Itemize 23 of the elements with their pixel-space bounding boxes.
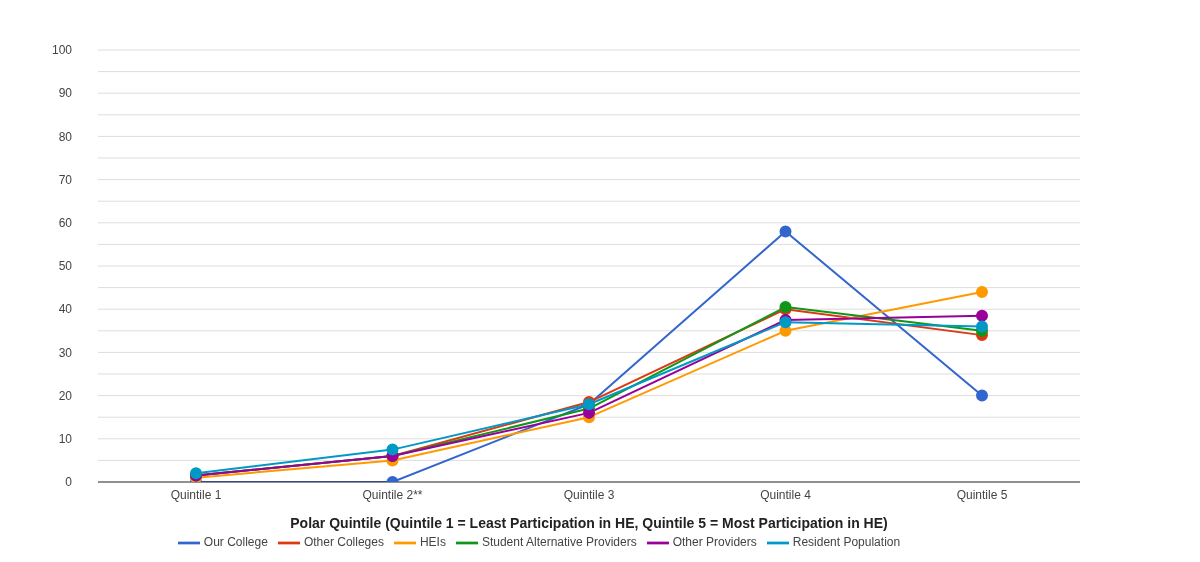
- x-tick-label: Quintile 5: [956, 487, 1008, 502]
- x-tick-label: Quintile 2**: [362, 487, 423, 502]
- legend-label: Student Alternative Providers: [481, 535, 637, 550]
- y-tick-label: 100: [51, 43, 73, 58]
- y-tick-label: 50: [58, 259, 73, 274]
- legend-label: Other Colleges: [303, 535, 384, 550]
- y-tick-label: 80: [58, 129, 73, 144]
- x-tick-label: Quintile 3: [563, 487, 615, 502]
- y-tick-label: 10: [58, 432, 73, 447]
- legend-label: Resident Population: [792, 535, 901, 550]
- x-axis-title: Polar Quintile (Quintile 1 = Least Participation in HE, Quintile 5 = Most Participation in HE): [290, 515, 888, 531]
- legend-label: Our College: [203, 535, 268, 550]
- y-tick-label: 30: [58, 345, 73, 360]
- y-tick-label: 40: [58, 302, 73, 317]
- legend-label: Other Providers: [672, 535, 757, 550]
- x-tick-label: Quintile 1: [170, 487, 222, 502]
- y-tick-label: 0: [65, 475, 73, 490]
- y-tick-label: 20: [58, 388, 73, 403]
- x-tick-label: Quintile 4: [760, 487, 812, 502]
- legend-label: HEIs: [419, 535, 446, 550]
- y-tick-label: 70: [58, 172, 73, 187]
- y-tick-label: 60: [58, 216, 73, 231]
- y-tick-label: 90: [58, 86, 73, 101]
